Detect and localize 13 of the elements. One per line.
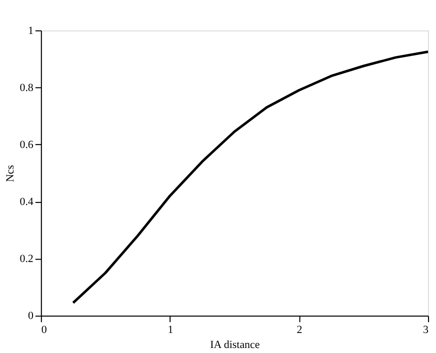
x-tick-label: 1 xyxy=(168,324,174,336)
y-axis-title: Ncs xyxy=(4,164,17,182)
x-tick-label: 0 xyxy=(41,324,48,336)
y-tick-label: 0.8 xyxy=(20,82,34,94)
x-tick-label: 3 xyxy=(423,324,430,336)
y-tick-label: 0.2 xyxy=(20,253,34,266)
x-tick-label: 2 xyxy=(296,324,302,336)
y-tick-label: 0 xyxy=(28,310,34,322)
y-tick-label: 0.6 xyxy=(20,138,34,151)
y-tick-label: 1 xyxy=(28,24,34,37)
line-series xyxy=(72,50,430,304)
y-tick-label: 0.4 xyxy=(20,196,34,208)
x-axis-title: IA distance xyxy=(210,339,260,352)
